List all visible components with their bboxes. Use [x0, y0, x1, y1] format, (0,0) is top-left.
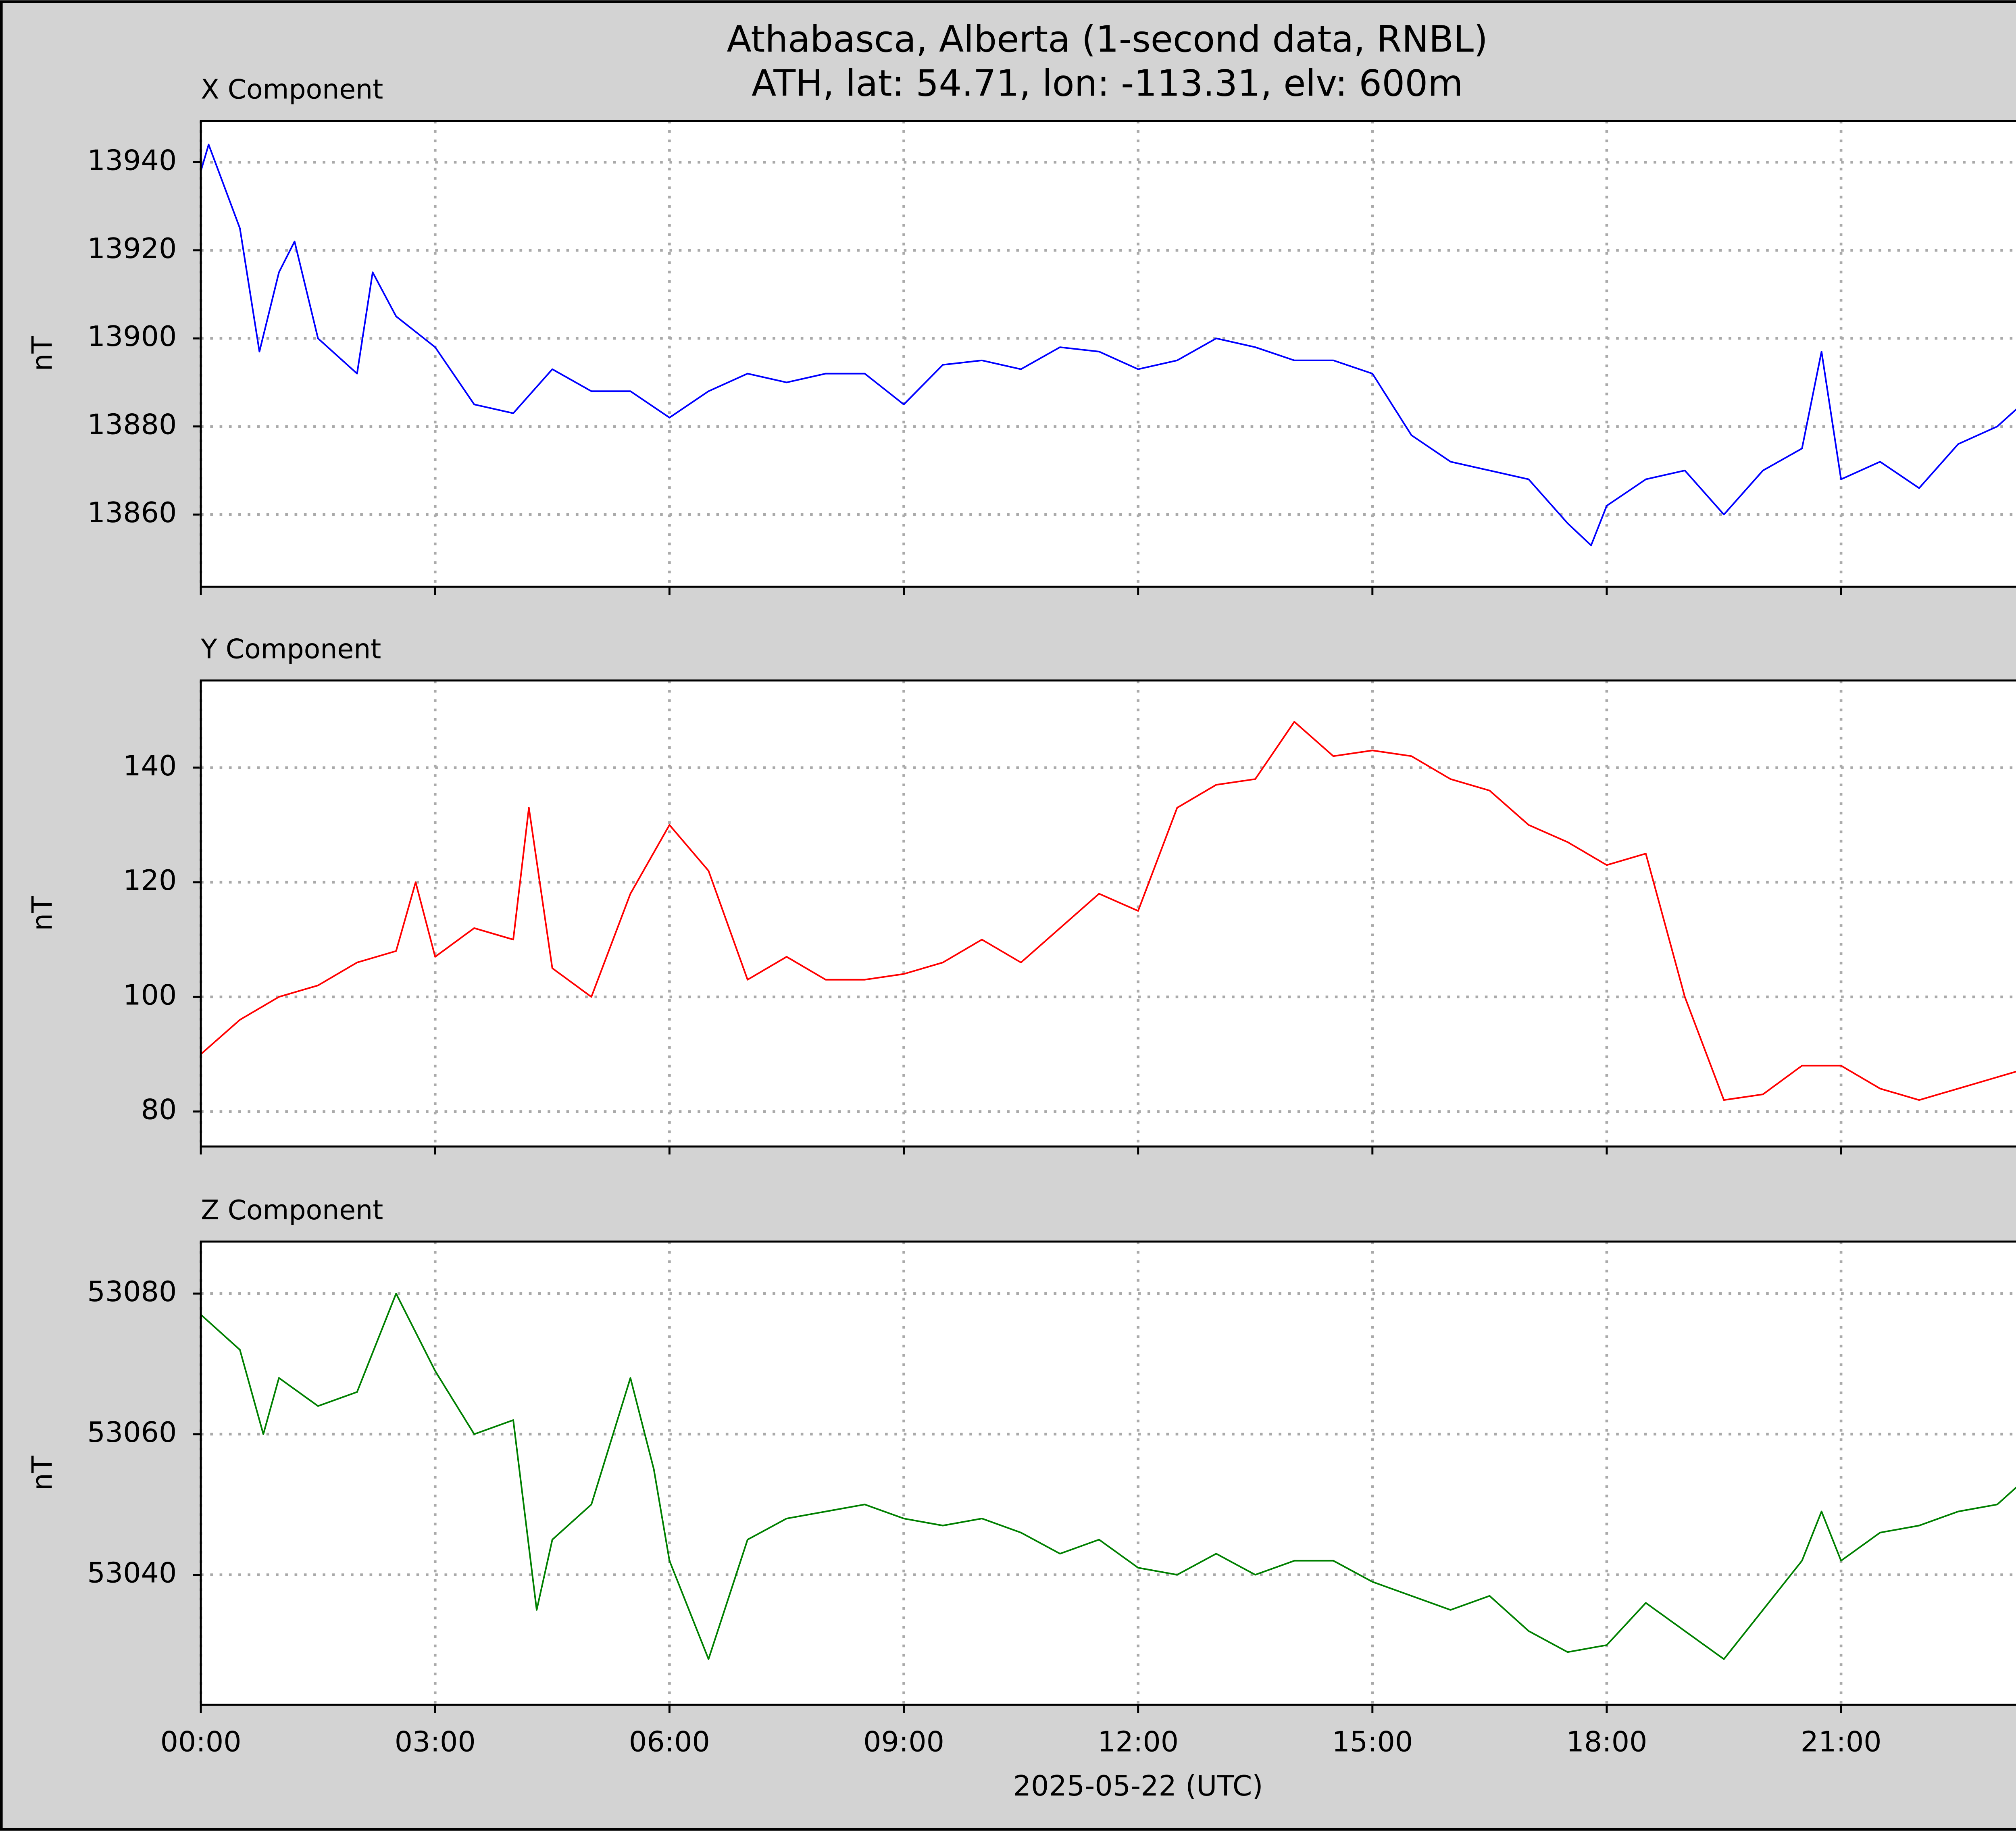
panel-title: Y Component	[200, 633, 381, 665]
x-tick-label: 06:00	[629, 1725, 710, 1758]
plot-area	[201, 121, 2016, 587]
data-line	[200, 1293, 2016, 1660]
x-axis-label: 2025-05-22 (UTC)	[1013, 1770, 1263, 1802]
y-tick-label: 53040	[87, 1557, 177, 1589]
y-axis-label: nT	[26, 336, 59, 371]
y-tick-label: 140	[123, 750, 177, 782]
y-tick-label: 13880	[87, 408, 177, 441]
x-tick-label: 18:00	[1566, 1725, 1647, 1758]
data-line	[200, 144, 2016, 546]
y-tick-label: 53080	[87, 1275, 177, 1308]
x-tick-label: 21:00	[1801, 1725, 1882, 1758]
x-tick-label: 03:00	[395, 1725, 476, 1758]
y-axis-label: nT	[26, 1456, 59, 1491]
plot-frame	[200, 1240, 2016, 1706]
chart-title: Athabasca, Alberta (1-second data, RNBL)	[727, 19, 1488, 60]
plot-area	[201, 1241, 2016, 1705]
y-tick-label: 13940	[87, 144, 177, 177]
y-tick-label: 13860	[87, 496, 177, 529]
y-tick-label: 13920	[87, 232, 177, 265]
plot-frame	[200, 120, 2016, 588]
y-tick-label: 100	[123, 979, 177, 1011]
x-tick-label: 09:00	[863, 1725, 944, 1758]
y-tick-label: 13900	[87, 320, 177, 353]
chart-subtitle: ATH, lat: 54.71, lon: -113.31, elv: 600m	[752, 63, 1463, 105]
y-axis-label: nT	[26, 896, 59, 931]
plot-area	[201, 680, 2016, 1147]
y-tick-label: 80	[141, 1094, 177, 1126]
panel-title: X Component	[201, 74, 383, 105]
x-tick-label: 12:00	[1098, 1725, 1179, 1758]
y-tick-label: 120	[123, 864, 177, 897]
x-tick-label: 15:00	[1332, 1725, 1413, 1758]
plot-frame	[200, 679, 2016, 1148]
x-tick-label: 00:00	[160, 1725, 242, 1758]
y-tick-label: 53060	[87, 1416, 177, 1449]
panel-title: Z Component	[201, 1194, 383, 1226]
data-line	[200, 721, 2016, 1101]
